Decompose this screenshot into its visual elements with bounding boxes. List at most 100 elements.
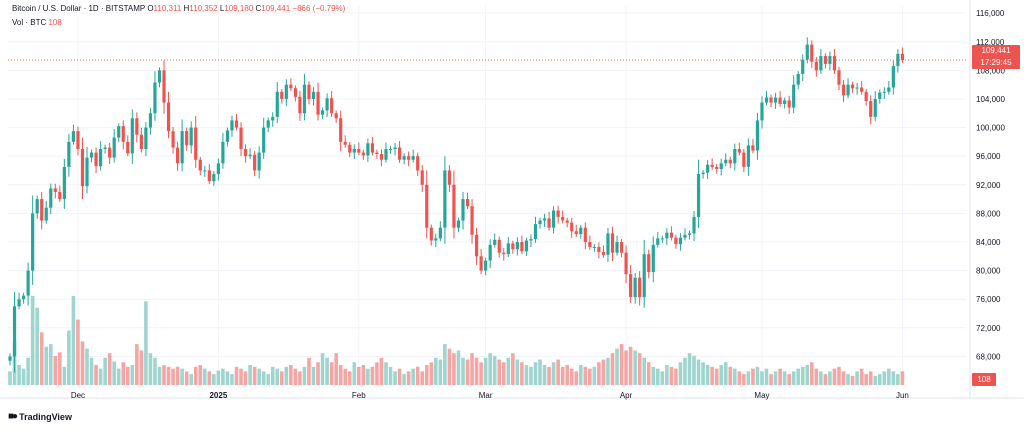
candle-body <box>814 61 818 71</box>
volume-bar <box>130 365 135 385</box>
candle-body <box>606 233 610 255</box>
candle-body <box>497 239 501 253</box>
volume-bar <box>257 368 261 385</box>
volume-bar <box>175 366 180 385</box>
price-tick-label: 100,000 <box>976 124 1005 133</box>
candle-body <box>302 84 307 114</box>
volume-bar <box>302 366 307 385</box>
candle-body <box>316 91 320 115</box>
candle-body <box>425 184 429 228</box>
volume-bar <box>877 374 882 385</box>
volume-bar <box>375 362 379 385</box>
volume-bar <box>760 371 764 385</box>
candle-body <box>665 232 669 239</box>
time-tick-label: Feb <box>352 391 366 400</box>
volume-bar <box>606 357 610 385</box>
volume-bar <box>266 374 271 385</box>
price-axis[interactable]: 68,000 72,000 76,000 80,000 84,000 88,000 92,0… <box>976 9 1005 361</box>
candle-body <box>53 188 57 192</box>
volume-bar <box>316 362 320 385</box>
candle-body <box>452 184 456 228</box>
candle-body <box>225 130 230 142</box>
candle-body <box>579 227 583 235</box>
candle-body <box>656 238 660 245</box>
volume-bar <box>406 371 411 385</box>
volume-bar <box>53 355 58 385</box>
volume-bar <box>17 365 21 385</box>
candle-body <box>144 127 148 150</box>
volume-bar <box>207 371 212 385</box>
candle-body <box>266 120 270 128</box>
volume-bar <box>48 344 53 385</box>
candle-body <box>343 141 347 145</box>
candle-body <box>805 44 809 60</box>
volume-bar <box>637 353 642 385</box>
volume-bar <box>828 371 832 385</box>
volume-bar <box>841 371 846 385</box>
volume-bar <box>660 371 665 385</box>
candle-body <box>891 66 895 88</box>
volume-bar <box>107 353 112 385</box>
volume-bar <box>837 366 841 385</box>
candle-body <box>157 70 162 83</box>
volume-label[interactable]: Vol · BTC <box>12 18 47 27</box>
candle-body <box>488 244 492 261</box>
candle-body <box>171 131 175 148</box>
candle-body <box>176 147 180 164</box>
time-tick-label: Mar <box>479 391 493 400</box>
candle-body <box>470 206 474 235</box>
candlesticks <box>8 37 905 373</box>
candle-body <box>407 156 411 160</box>
candle-body <box>733 149 737 164</box>
candle-body <box>207 170 211 182</box>
candle-body <box>443 170 447 228</box>
volume-bar <box>896 374 900 385</box>
candle-body <box>900 53 905 61</box>
volume-bar <box>588 368 592 385</box>
candle-body <box>524 240 529 252</box>
tradingview-brand[interactable]: ■● TradingView <box>8 411 72 422</box>
candle-body <box>778 97 782 104</box>
volume-bar <box>846 374 850 385</box>
candle-body <box>687 233 692 235</box>
volume-bar <box>379 357 384 385</box>
candle-body <box>348 144 352 153</box>
volume-bar <box>30 295 35 385</box>
price-tick-label: 72,000 <box>976 324 1001 333</box>
volume-bar <box>755 366 760 385</box>
candle-body <box>21 295 26 300</box>
volume-bar <box>166 366 171 385</box>
volume-bar <box>492 355 497 385</box>
volume-bar <box>696 359 701 385</box>
candle-body <box>737 149 741 153</box>
candle-body <box>769 97 773 103</box>
volume-bar <box>411 368 415 385</box>
high-value: 110,352 <box>189 4 218 13</box>
candle-body <box>434 238 438 241</box>
volume-bar <box>615 348 619 385</box>
symbol-label[interactable]: Bitcoin / U.S. Dollar · 1D · BITSTAMP <box>12 4 146 13</box>
volume-bar <box>438 359 443 385</box>
volume-bars <box>8 295 905 385</box>
volume-legend: Vol · BTC 108 <box>12 18 62 27</box>
candle-body <box>696 174 701 217</box>
volume-bar <box>529 366 533 385</box>
candle-body <box>393 147 397 150</box>
volume-bar <box>144 301 148 385</box>
candle-body <box>633 277 637 298</box>
volume-bar <box>121 362 126 385</box>
volume-bar <box>198 365 203 385</box>
candle-body <box>864 91 868 102</box>
candle-body <box>461 199 465 221</box>
volume-bar <box>678 362 683 385</box>
candle-body <box>194 127 198 160</box>
candle-body <box>375 152 379 155</box>
volume-bar <box>592 366 597 385</box>
time-tick-label: 2025 <box>209 391 227 400</box>
time-axis[interactable]: Dec 2025 Feb Mar Apr May Jun <box>71 391 909 400</box>
volume-bar <box>882 371 887 385</box>
volume-bar <box>420 371 425 385</box>
low-label: L <box>219 4 225 13</box>
volume-bar <box>674 368 678 385</box>
